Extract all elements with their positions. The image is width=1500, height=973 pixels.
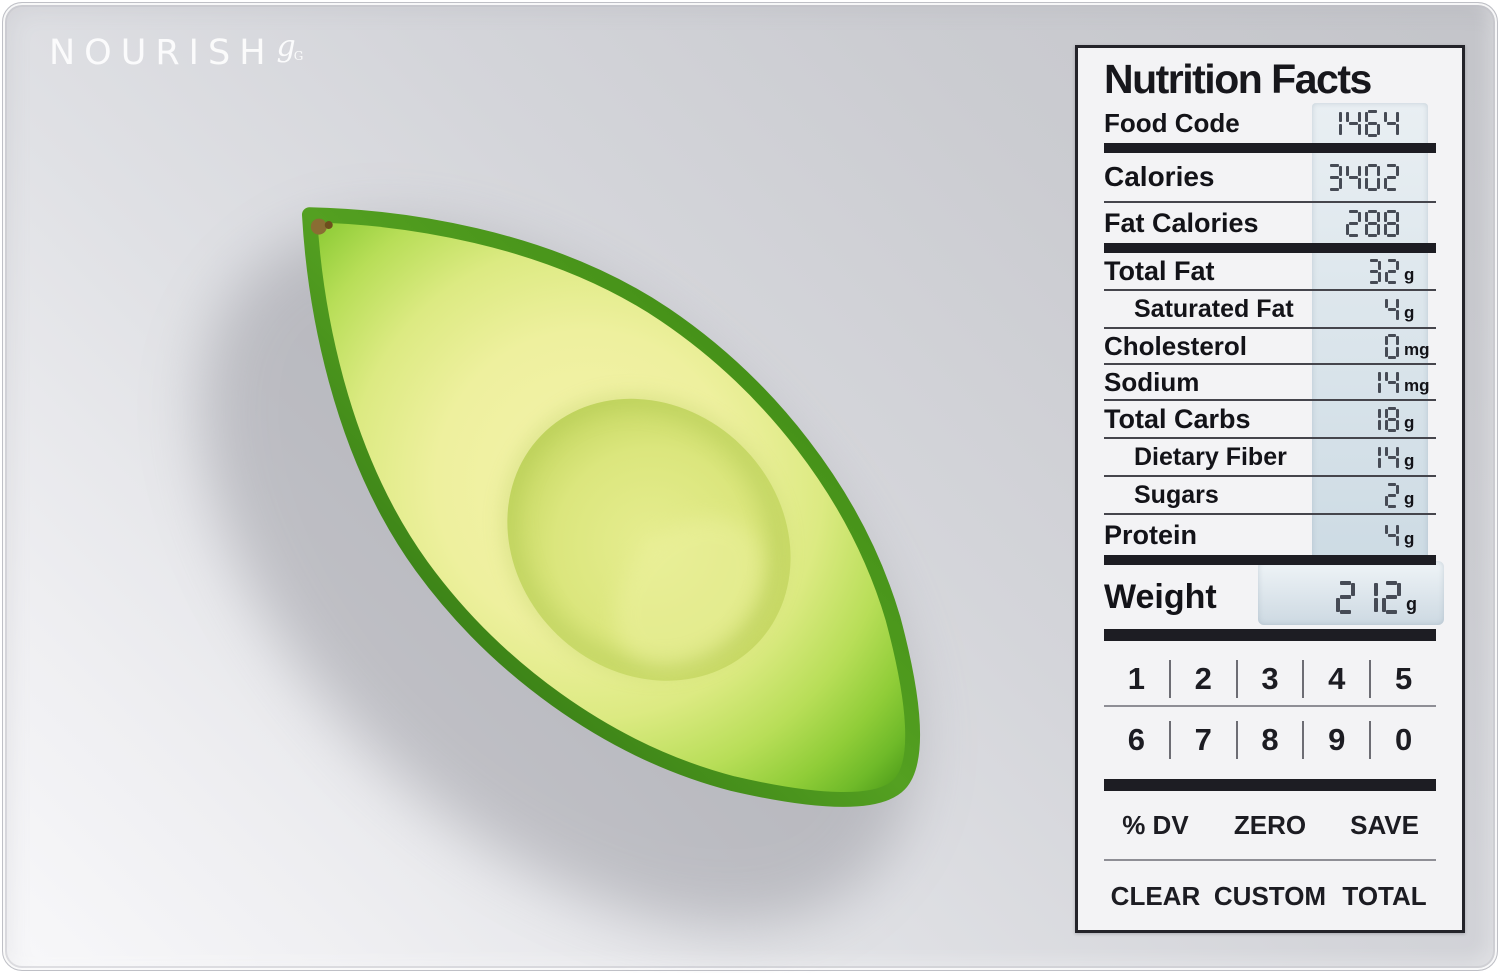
percent-dv-button[interactable]: % DV [1122,809,1189,840]
function-divider-line [1104,859,1436,861]
row-label: Dietary Fiber [1134,442,1287,471]
function-row-1: % DV ZERO SAVE [1104,791,1436,859]
cholesterol-row: Cholesterol mg [1104,329,1436,363]
protein-row: Protein g [1104,515,1436,555]
brand-name-text: NOURISH [49,33,275,73]
divider-line [1104,201,1436,203]
row-label: Protein [1104,519,1198,550]
divider-line [1104,513,1436,515]
weight-lcd-value [1332,580,1401,614]
fat-calories-lcd-value [1342,209,1399,237]
divider-bar [1104,243,1436,253]
sodium-lcd-value [1363,370,1399,395]
fat-calories-row: Fat Calories [1104,203,1436,243]
row-label: Sugars [1134,480,1219,509]
divider-line [1104,289,1436,291]
panel-title: Nutrition Facts [1104,56,1372,102]
divider-line [1104,399,1436,401]
save-button[interactable]: SAVE [1350,809,1419,840]
sodium-row: Sodium mg [1104,365,1436,399]
row-label: Saturated Fat [1134,294,1294,323]
divider-bar [1104,629,1436,641]
row-label: Fat Calories [1104,207,1259,238]
unit-label: g [1406,593,1417,614]
unit-label: g [1404,488,1415,508]
keypad-divider [1369,660,1372,698]
keypad-divider [1235,721,1238,759]
keypad-divider [1168,721,1171,759]
total-button[interactable]: TOTAL [1342,881,1427,911]
divider-line [1104,363,1436,365]
greater-goods-logo-icon: gG [276,29,304,64]
keypad-divider [1369,721,1372,759]
row-label: Cholesterol [1104,330,1248,361]
unit-label: g [1404,264,1415,284]
calories-lcd-value [1323,163,1399,191]
unit-label: g [1404,302,1415,322]
protein-lcd-value [1381,523,1399,548]
saturated-fat-row: Saturated Fat g [1104,291,1436,327]
cholesterol-lcd-value [1381,333,1399,359]
unit-label: mg [1404,375,1430,395]
keypad-row-1: 1 2 3 4 5 [1104,653,1436,705]
dietary-fiber-lcd-value [1363,445,1399,470]
weight-label: Weight [1104,577,1217,616]
saturated-fat-lcd-value [1381,297,1399,322]
divider-line [1104,475,1436,477]
food-code-label: Food Code [1104,107,1240,138]
total-carbs-row: Total Carbs g [1104,401,1436,437]
key-1[interactable]: 1 [1127,661,1146,696]
function-row-2: CLEAR CUSTOM TOTAL [1104,861,1436,932]
divider-bar [1104,143,1436,153]
calories-row: Calories [1104,153,1436,201]
divider-line [1104,327,1436,329]
key-3[interactable]: 3 [1261,661,1279,696]
total-fat-row: Total Fat g [1104,253,1436,289]
divider-line [1104,437,1436,439]
keypad-divider [1302,660,1305,698]
key-0[interactable]: 0 [1394,722,1413,757]
key-7[interactable]: 7 [1194,722,1212,757]
nutrition-facts-display-panel: Nutrition Facts Food Code Calories Fat C… [1075,45,1465,933]
unit-label: mg [1404,339,1430,359]
key-2[interactable]: 2 [1194,661,1212,696]
unit-label: g [1404,528,1415,548]
keypad-divider [1235,660,1238,698]
unit-label: g [1404,450,1415,470]
food-code-lcd-value [1323,109,1399,137]
custom-button[interactable]: CUSTOM [1213,881,1327,911]
food-code-row: Food Code [1104,103,1436,143]
row-label: Sodium [1104,366,1200,397]
sugars-lcd-value [1381,482,1399,508]
lcd-display-column [1312,103,1428,561]
key-5[interactable]: 5 [1394,661,1413,696]
brand-logo: NOURISH gG [49,29,305,73]
dietary-fiber-row: Dietary Fiber g [1104,439,1436,475]
row-label: Calories [1104,161,1215,192]
total-carbs-lcd-value [1363,406,1399,432]
row-label: Total Fat [1104,255,1215,286]
keypad-row-2: 6 7 8 9 0 [1104,707,1436,773]
keypad-divider [1302,721,1305,759]
clear-button[interactable]: CLEAR [1110,881,1201,911]
key-4[interactable]: 4 [1328,661,1346,696]
key-9[interactable]: 9 [1328,722,1346,757]
divider-bar [1104,779,1436,791]
zero-button[interactable]: ZERO [1233,809,1307,840]
sugars-row: Sugars g [1104,477,1436,513]
key-8[interactable]: 8 [1261,722,1279,757]
unit-label: g [1404,412,1415,432]
key-6[interactable]: 6 [1127,722,1146,757]
row-label: Total Carbs [1104,403,1251,434]
weight-row: Weight g [1104,565,1436,629]
divider-bar [1104,555,1436,565]
keypad-divider-line [1104,705,1436,707]
total-fat-lcd-value [1363,258,1399,284]
keypad-divider [1168,660,1171,698]
